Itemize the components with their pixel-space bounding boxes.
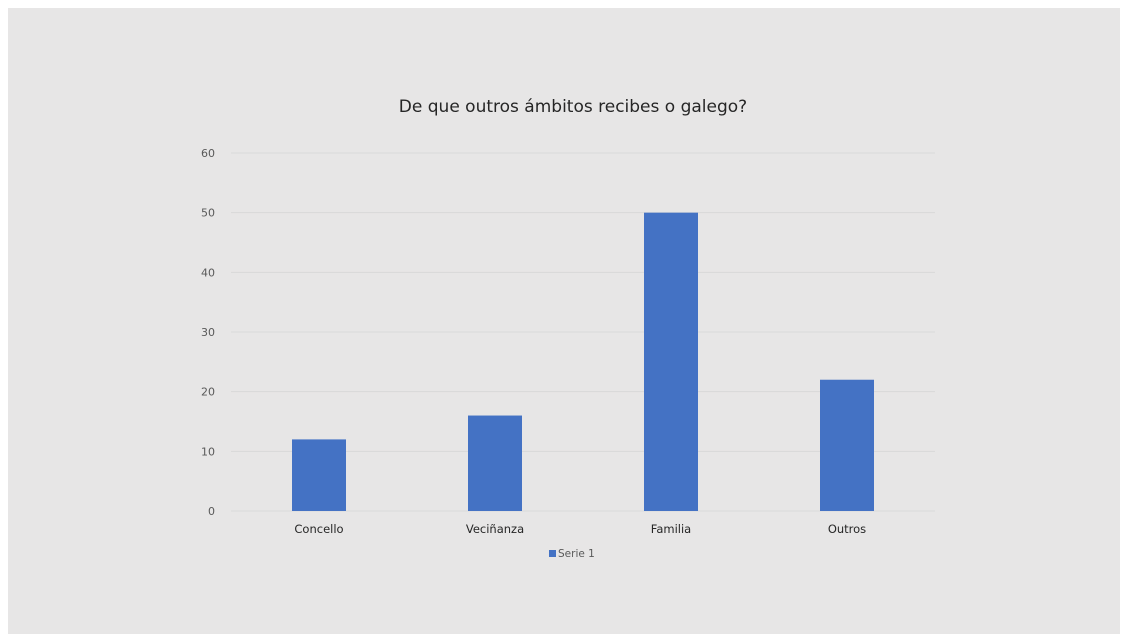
y-tick-label: 40 [201, 266, 215, 279]
legend: Serie 1 [549, 548, 595, 560]
chart-area: De que outros ámbitos recibes o galego? … [8, 8, 1120, 634]
gridlines [231, 152, 935, 512]
y-tick-label: 60 [201, 147, 215, 160]
bar-familia [644, 212, 698, 511]
x-axis-categories: Concello Veciñanza Familia Outros [294, 522, 866, 536]
bars [292, 212, 874, 511]
x-category-label: Familia [651, 522, 691, 536]
y-tick-label: 50 [201, 207, 215, 220]
x-category-label: Veciñanza [466, 522, 524, 536]
y-tick-label: 30 [201, 326, 215, 339]
x-category-label: Concello [294, 522, 343, 536]
legend-swatch [549, 550, 556, 557]
y-tick-label: 10 [201, 445, 215, 458]
x-category-label: Outros [828, 522, 866, 536]
bar-concello [292, 439, 346, 511]
y-tick-label: 20 [201, 386, 215, 399]
legend-label-serie-1: Serie 1 [558, 548, 595, 560]
bar-veciñanza [468, 415, 522, 511]
y-axis-ticks: 0 10 20 30 40 50 60 [201, 147, 215, 518]
bar-outros [820, 379, 874, 511]
y-tick-label: 0 [208, 505, 215, 518]
chart-title: De que outros ámbitos recibes o galego? [399, 97, 747, 117]
bar-chart: De que outros ámbitos recibes o galego? … [201, 97, 935, 560]
